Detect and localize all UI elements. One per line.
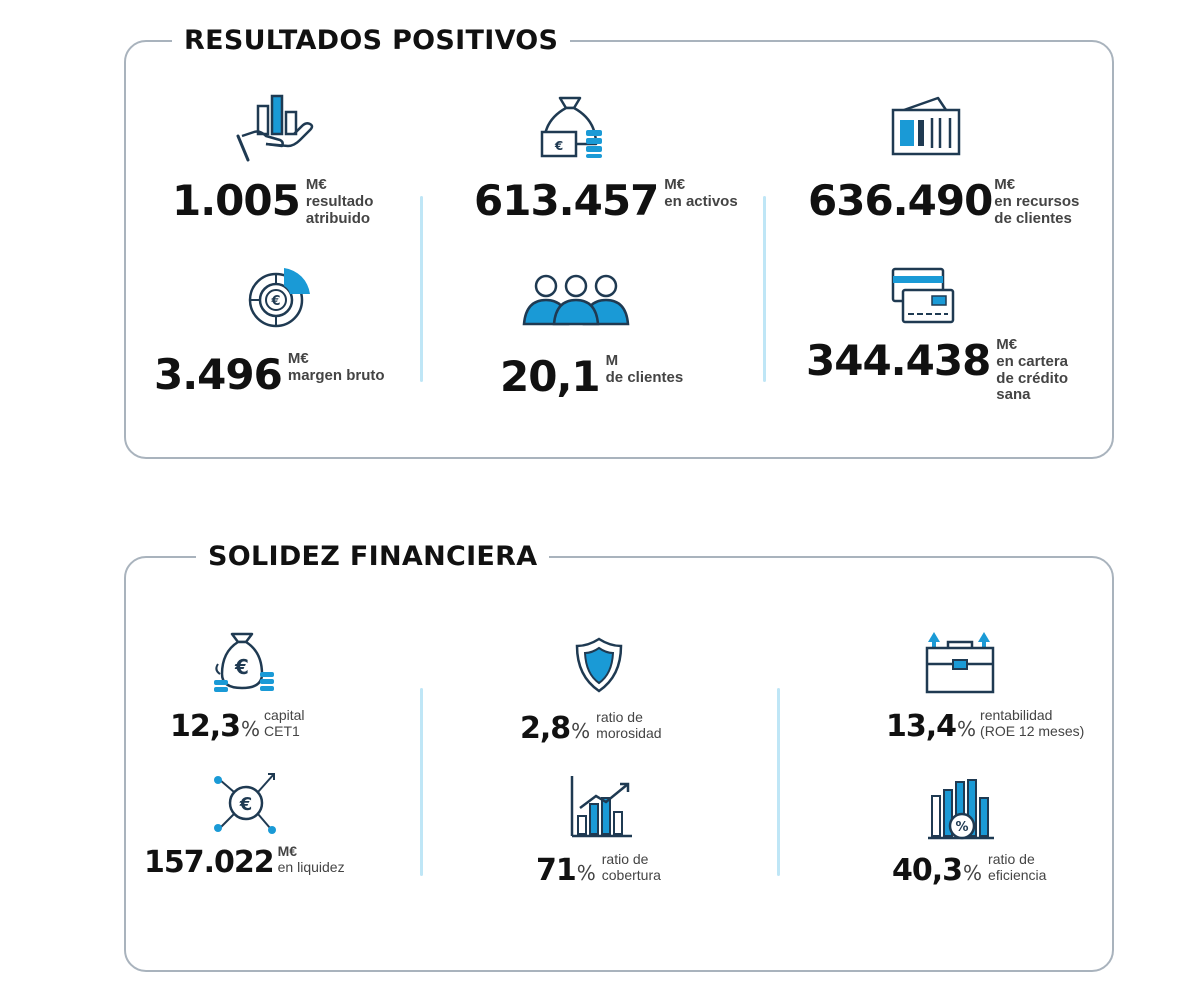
metric-unit: %	[957, 717, 977, 741]
metric-value: 636.490	[808, 176, 993, 225]
metric-label: resultado	[305, 192, 374, 210]
metric-unit: %	[241, 717, 261, 741]
metric-value: 13,4	[886, 709, 957, 744]
solidez-panel: SOLIDEZ FINANCIERA	[124, 538, 1114, 972]
metric-label: en liquidez	[277, 858, 345, 875]
credit-cards-icon	[890, 266, 956, 326]
resultados-panel: RESULTADOS POSITIVOS	[124, 22, 1114, 459]
metric-label: rentabilidad	[980, 707, 1053, 723]
metric-label: en recursos	[994, 192, 1080, 210]
metric-label: en cartera	[996, 352, 1069, 370]
wallet-icon	[890, 96, 966, 158]
money-bag-coins-icon: €	[538, 92, 610, 160]
metric-label: ratio de	[601, 851, 649, 867]
resultados-title: RESULTADOS POSITIVOS	[172, 22, 571, 60]
shield-icon	[574, 636, 624, 694]
metric-label: cobertura	[601, 866, 661, 883]
divider	[420, 688, 423, 876]
divider	[763, 196, 766, 382]
briefcase-arrows-icon	[924, 630, 998, 696]
euro-donut-chart-icon: €	[246, 264, 314, 332]
svg-text:€: €	[554, 139, 563, 153]
metric-value: 71	[536, 853, 577, 888]
metric-label: capital	[264, 707, 305, 723]
metric-label: de clientes	[605, 368, 684, 386]
metric-recursos: 636.490 M€ en recursos de clientes	[808, 176, 1080, 227]
metric-label: morosidad	[596, 724, 662, 741]
solidez-title: SOLIDEZ FINANCIERA	[196, 538, 550, 576]
metric-unit: M€	[996, 336, 1018, 353]
metric-eficiencia: 40,3 % ratio de eficiencia	[892, 851, 1047, 888]
divider	[420, 196, 423, 382]
metric-clientes: 20,1 M de clientes	[500, 352, 684, 401]
metric-margen: 3.496 M€ margen bruto	[154, 350, 385, 399]
metric-value: 344.438	[806, 336, 991, 385]
metric-unit: %	[576, 861, 596, 885]
metric-label: en activos	[664, 192, 738, 210]
metric-unit: M	[605, 352, 619, 369]
metric-cobertura: 71 % ratio de cobertura	[536, 851, 661, 888]
metric-label: de crédito	[996, 369, 1068, 387]
metric-label: ratio de	[988, 851, 1035, 867]
metric-resultado: 1.005 M€ resultado atribuido	[172, 176, 374, 227]
metric-capital: 12,3 % capital CET1	[170, 707, 305, 744]
metric-unit: M€	[664, 176, 686, 193]
metric-unit: %	[571, 719, 591, 743]
euro-bag-coins-icon: €	[212, 630, 276, 694]
metric-unit: M€	[305, 176, 327, 193]
people-group-icon	[522, 272, 630, 326]
metric-value: 157.022	[144, 845, 275, 880]
metric-value: 20,1	[500, 352, 601, 401]
metric-unit: M€	[287, 350, 309, 367]
growth-chart-icon	[568, 774, 636, 840]
metric-value: 3.496	[154, 350, 283, 399]
metric-label: ratio de	[596, 709, 643, 725]
metric-value: 2,8	[520, 711, 571, 746]
metric-label: sana	[996, 386, 1031, 404]
metric-value: 613.457	[474, 176, 659, 225]
metric-rentabilidad: 13,4 % rentabilidad (ROE 12 meses)	[886, 707, 1085, 744]
metric-label: de clientes	[994, 209, 1072, 227]
metric-liquidez: 157.022 M€ en liquidez	[144, 843, 345, 880]
metric-morosidad: 2,8 % ratio de morosidad	[520, 709, 662, 746]
percent-bar-chart-icon: %	[926, 776, 996, 842]
metric-value: 40,3	[892, 853, 963, 888]
divider	[777, 688, 780, 876]
metric-cartera: 344.438 M€ en cartera de crédito sana	[806, 336, 1069, 404]
svg-text:€: €	[239, 794, 253, 815]
metric-label: CET1	[264, 722, 300, 739]
svg-text:%: %	[955, 820, 968, 835]
metric-label: atribuido	[305, 209, 371, 227]
euro-network-icon: €	[210, 768, 282, 838]
svg-text:€: €	[234, 655, 249, 679]
hand-bar-chart-icon	[236, 92, 316, 164]
metric-activos: 613.457 M€ en activos	[474, 176, 738, 225]
metric-label: eficiencia	[988, 866, 1047, 883]
metric-unit: M€	[994, 176, 1016, 193]
metric-value: 12,3	[170, 709, 241, 744]
metric-unit: M€	[277, 843, 298, 859]
metric-value: 1.005	[172, 176, 301, 225]
metric-label: (ROE 12 meses)	[980, 722, 1085, 739]
metric-label: margen bruto	[287, 366, 385, 384]
metric-unit: %	[963, 861, 983, 885]
svg-text:€: €	[270, 294, 280, 309]
